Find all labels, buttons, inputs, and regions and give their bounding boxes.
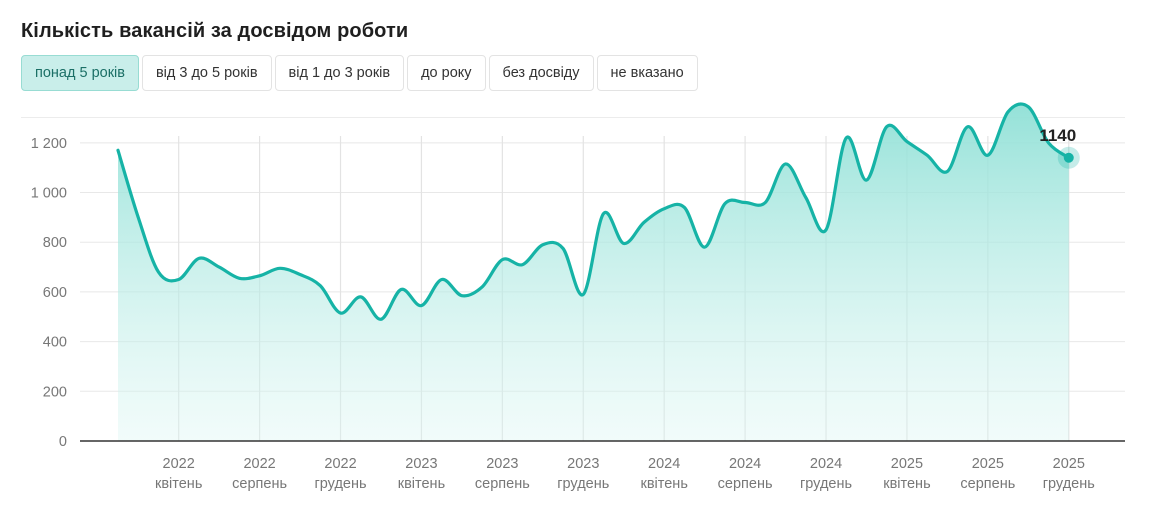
last-point-marker [1063, 152, 1074, 163]
data-point [784, 162, 788, 166]
data-point [339, 311, 343, 315]
x-tick-month: серпень [232, 476, 287, 492]
data-point [824, 228, 828, 232]
data-point [440, 278, 444, 282]
data-point [541, 243, 545, 247]
x-tick-month: серпень [718, 476, 773, 492]
y-tick-label: 800 [43, 235, 67, 251]
data-point [925, 153, 929, 157]
x-tick-year: 2023 [405, 456, 437, 472]
x-tick-month: серпень [960, 476, 1015, 492]
data-point [986, 153, 990, 157]
chart-title: Кількість вакансій за досвідом роботи [21, 20, 409, 42]
experience-filter-tabs: понад 5 років від 3 до 5 років від 1 до … [21, 55, 701, 91]
data-point [885, 125, 889, 129]
x-tick-year: 2024 [810, 456, 842, 472]
tab-not-specified[interactable]: не вказано [596, 55, 698, 91]
data-point [581, 292, 585, 296]
x-tick-month: квітень [398, 476, 445, 492]
y-tick-label: 400 [43, 335, 67, 351]
tab-1-to-3-years[interactable]: від 1 до 3 років [274, 55, 405, 91]
data-point [197, 256, 201, 260]
x-tick-year: 2024 [648, 456, 680, 472]
data-point [966, 125, 970, 129]
data-point [945, 169, 949, 173]
y-tick-label: 0 [59, 434, 67, 450]
x-tick-year: 2022 [324, 456, 356, 472]
tab-up-to-1-year[interactable]: до року [407, 55, 486, 91]
data-point [177, 278, 181, 282]
x-tick-year: 2023 [567, 456, 599, 472]
data-point [419, 304, 423, 308]
data-point [763, 200, 767, 204]
last-value-label: 1140 [1039, 126, 1076, 145]
tab-over-5-years[interactable]: понад 5 років [21, 55, 139, 91]
data-point [116, 148, 120, 152]
x-tick-month: грудень [1043, 476, 1095, 492]
area-layer [116, 102, 1071, 442]
axes: 0 200 400 600 800 1 000 1 200 2022 квітень 2022 се… [31, 136, 1125, 492]
data-point [460, 294, 464, 298]
y-tick-label: 1 200 [31, 136, 67, 152]
y-tick-label: 200 [43, 384, 67, 400]
data-point [1006, 110, 1010, 114]
marker-layer: 1140 [1039, 126, 1080, 169]
data-point [156, 270, 160, 274]
area-fill [118, 103, 1069, 442]
series-line [116, 102, 1071, 321]
data-point [723, 202, 727, 206]
x-tick-year: 2024 [729, 456, 761, 472]
data-point [237, 276, 241, 280]
x-tick-month: квітень [641, 476, 688, 492]
y-tick-label: 600 [43, 285, 67, 301]
data-point [844, 136, 848, 140]
x-tick-year: 2023 [486, 456, 518, 472]
y-tick-label: 1 000 [31, 186, 67, 202]
x-tick-month: грудень [800, 476, 852, 492]
x-tick-year: 2022 [163, 456, 195, 472]
x-tick-month: квітень [155, 476, 202, 492]
data-point [258, 274, 262, 278]
x-tick-month: грудень [557, 476, 609, 492]
data-point [905, 140, 909, 144]
chart-top-divider [21, 117, 1125, 118]
data-point [359, 295, 363, 299]
data-point [622, 241, 626, 245]
x-tick-year: 2022 [243, 456, 275, 472]
data-point [682, 205, 686, 209]
data-point [1026, 105, 1030, 109]
data-point [278, 266, 282, 270]
data-point [642, 220, 646, 224]
data-point [864, 178, 868, 182]
data-point [480, 285, 484, 289]
data-point [662, 207, 666, 211]
data-point [217, 265, 221, 269]
tab-no-experience[interactable]: без досвіду [488, 55, 594, 91]
x-tick-month: квітень [883, 476, 930, 492]
x-tick-month: грудень [314, 476, 366, 492]
data-point [602, 212, 606, 216]
data-point [379, 317, 383, 321]
data-point [521, 263, 525, 267]
x-tick-month: серпень [475, 476, 530, 492]
x-tick-year: 2025 [972, 456, 1004, 472]
data-point [298, 273, 302, 277]
data-point [743, 200, 747, 204]
data-point [703, 245, 707, 249]
data-point [136, 215, 140, 219]
data-point [500, 258, 504, 262]
tab-3-to-5-years[interactable]: від 3 до 5 років [141, 55, 272, 91]
x-tick-year: 2025 [1053, 456, 1085, 472]
data-point [804, 196, 808, 200]
data-point [561, 246, 565, 250]
data-point [399, 287, 403, 291]
x-tick-year: 2025 [891, 456, 923, 472]
data-point [318, 284, 322, 288]
